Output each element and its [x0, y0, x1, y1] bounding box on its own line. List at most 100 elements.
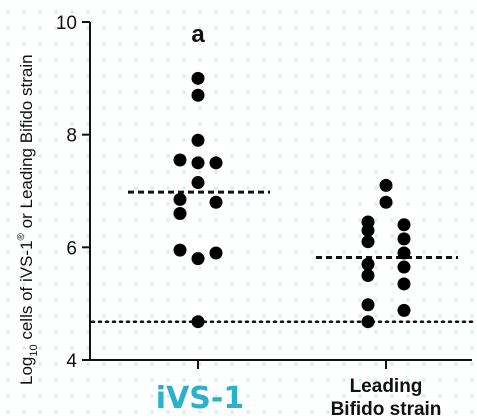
background-dot: [166, 58, 170, 62]
background-dot: [230, 378, 234, 382]
background-dot: [134, 250, 138, 254]
background-dot: [150, 218, 154, 222]
background-dot: [422, 186, 426, 190]
background-dot: [150, 346, 154, 350]
background-dot: [6, 74, 10, 78]
background-dot: [278, 218, 282, 222]
background-dot: [374, 282, 378, 286]
background-dot: [166, 74, 170, 78]
data-point: [397, 277, 411, 291]
background-dot: [198, 266, 202, 270]
background-dot: [182, 26, 186, 30]
data-point: [191, 156, 205, 170]
background-dot: [22, 266, 26, 270]
background-dot: [70, 234, 74, 238]
background-dot: [294, 346, 298, 350]
background-dot: [150, 154, 154, 158]
background-dot: [86, 26, 90, 30]
background-dot: [406, 26, 410, 30]
background-dot: [150, 298, 154, 302]
background-dot: [294, 90, 298, 94]
background-dot: [438, 218, 442, 222]
background-dot: [470, 298, 474, 302]
background-dot: [310, 170, 314, 174]
data-point: [361, 315, 375, 329]
background-dot: [70, 90, 74, 94]
background-dot: [70, 218, 74, 222]
background-dot: [390, 170, 394, 174]
background-dot: [390, 362, 394, 366]
background-dot: [438, 10, 442, 14]
background-dot: [38, 266, 42, 270]
background-dot: [342, 58, 346, 62]
background-dot: [86, 410, 90, 414]
background-dot: [214, 410, 218, 414]
background-dot: [454, 346, 458, 350]
background-dot: [454, 74, 458, 78]
background-dot: [246, 10, 250, 14]
background-dot: [182, 314, 186, 318]
background-dot: [118, 266, 122, 270]
background-dot: [86, 298, 90, 302]
background-dot: [6, 314, 10, 318]
background-dot: [54, 330, 58, 334]
background-dot: [422, 58, 426, 62]
background-dot: [454, 90, 458, 94]
background-dot: [262, 218, 266, 222]
background-dot: [390, 42, 394, 46]
background-dot: [390, 26, 394, 30]
background-dot: [6, 330, 10, 334]
background-dot: [134, 330, 138, 334]
background-dot: [6, 42, 10, 46]
data-point: [191, 315, 205, 329]
background-dot: [358, 170, 362, 174]
background-dot: [310, 42, 314, 46]
category-label-line2: Bifido strain: [331, 399, 442, 418]
background-dot: [230, 394, 234, 398]
background-dot: [262, 202, 266, 206]
background-dot: [262, 58, 266, 62]
background-dot: [342, 154, 346, 158]
background-dot-pattern: [6, 10, 474, 414]
background-dot: [310, 282, 314, 286]
background-dot: [166, 42, 170, 46]
background-dot: [390, 138, 394, 142]
background-dot: [70, 26, 74, 30]
background-dot: [246, 282, 250, 286]
background-dot: [102, 26, 106, 30]
background-dot: [230, 58, 234, 62]
background-dot: [70, 10, 74, 14]
background-dot: [70, 170, 74, 174]
background-dot: [390, 154, 394, 158]
background-dot: [54, 26, 58, 30]
background-dot: [22, 394, 26, 398]
background-dot: [86, 362, 90, 366]
background-dot: [54, 74, 58, 78]
background-dot: [6, 154, 10, 158]
background-dot: [6, 250, 10, 254]
background-dot: [390, 266, 394, 270]
median-lines: [128, 190, 458, 259]
background-dot: [134, 378, 138, 382]
background-dot: [214, 90, 218, 94]
background-dot: [102, 42, 106, 46]
background-dot: [294, 218, 298, 222]
background-dot: [454, 282, 458, 286]
background-dot: [102, 186, 106, 190]
background-dot: [438, 90, 442, 94]
background-dot: [182, 186, 186, 190]
background-dot: [182, 346, 186, 350]
background-dot: [454, 170, 458, 174]
background-dot: [134, 154, 138, 158]
background-dot: [166, 250, 170, 254]
data-point: [379, 195, 393, 209]
background-dot: [470, 186, 474, 190]
background-dot: [310, 266, 314, 270]
background-dot: [102, 122, 106, 126]
background-dot: [326, 10, 330, 14]
background-dot: [310, 234, 314, 238]
background-dot: [134, 314, 138, 318]
background-dot: [230, 250, 234, 254]
background-dot: [118, 26, 122, 30]
background-dot: [454, 106, 458, 110]
